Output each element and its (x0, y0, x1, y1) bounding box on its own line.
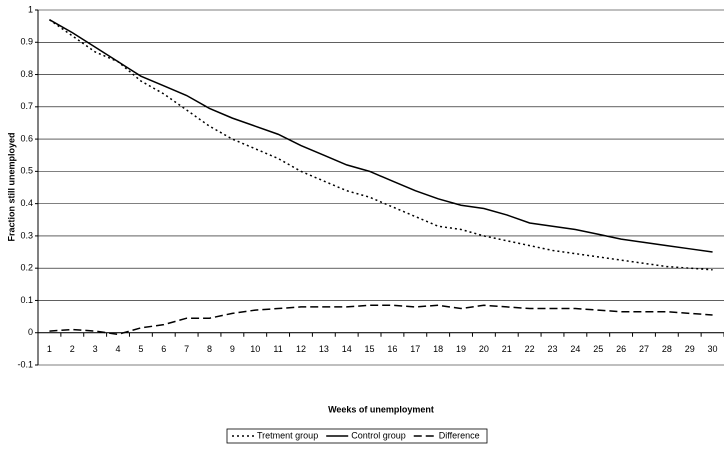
x-tick-label: 19 (456, 344, 466, 354)
y-tick-label: 0.5 (20, 166, 33, 176)
legend-label: Difference (439, 430, 480, 440)
x-tick-label: 22 (525, 344, 535, 354)
y-tick-label: 0.1 (20, 295, 33, 305)
x-tick-label: 15 (365, 344, 375, 354)
y-tick-label: -0.1 (17, 359, 33, 369)
x-tick-label: 23 (547, 344, 557, 354)
y-tick-label: 0.6 (20, 133, 33, 143)
x-tick-label: 8 (207, 344, 212, 354)
x-tick-label: 1 (47, 344, 52, 354)
y-tick-label: 0.8 (20, 69, 33, 79)
x-tick-label: 18 (433, 344, 443, 354)
x-tick-label: 21 (502, 344, 512, 354)
x-tick-label: 20 (479, 344, 489, 354)
legend-box (226, 428, 488, 444)
y-tick-label: 0.2 (20, 263, 33, 273)
x-tick-label: 4 (116, 344, 121, 354)
y-tick-label: 1 (28, 4, 33, 14)
y-tick-label: 0.3 (20, 230, 33, 240)
x-tick-label: 7 (184, 344, 189, 354)
x-tick-label: 12 (296, 344, 306, 354)
x-tick-label: 10 (250, 344, 260, 354)
x-tick-label: 9 (230, 344, 235, 354)
x-tick-label: 13 (319, 344, 329, 354)
y-tick-label: 0 (28, 327, 33, 337)
x-tick-label: 30 (708, 344, 718, 354)
series-line (49, 19, 713, 253)
legend-label: Control group (351, 430, 406, 440)
y-tick-label: 0.7 (20, 101, 33, 111)
x-tick-label: 27 (639, 344, 649, 354)
legend-label: Tretment group (257, 430, 318, 440)
y-axis-label: Fraction still unemployed (6, 132, 16, 241)
x-axis-label: Weeks of unemployment (328, 404, 434, 414)
x-tick-label: 16 (387, 344, 397, 354)
x-tick-label: 3 (93, 344, 98, 354)
series-line (49, 19, 713, 271)
y-tick-label: 0.4 (20, 198, 33, 208)
x-tick-label: 17 (410, 344, 420, 354)
series-line (49, 304, 713, 336)
x-tick-label: 24 (570, 344, 580, 354)
x-tick-label: 11 (273, 344, 282, 354)
x-tick-label: 26 (616, 344, 626, 354)
x-tick-label: 29 (685, 344, 695, 354)
x-tick-label: 28 (662, 344, 672, 354)
y-tick-label: 0.9 (20, 37, 33, 47)
x-tick-label: 5 (138, 344, 143, 354)
x-tick-label: 2 (70, 344, 75, 354)
x-tick-label: 6 (161, 344, 166, 354)
x-tick-label: 25 (593, 344, 603, 354)
x-tick-label: 14 (342, 344, 352, 354)
